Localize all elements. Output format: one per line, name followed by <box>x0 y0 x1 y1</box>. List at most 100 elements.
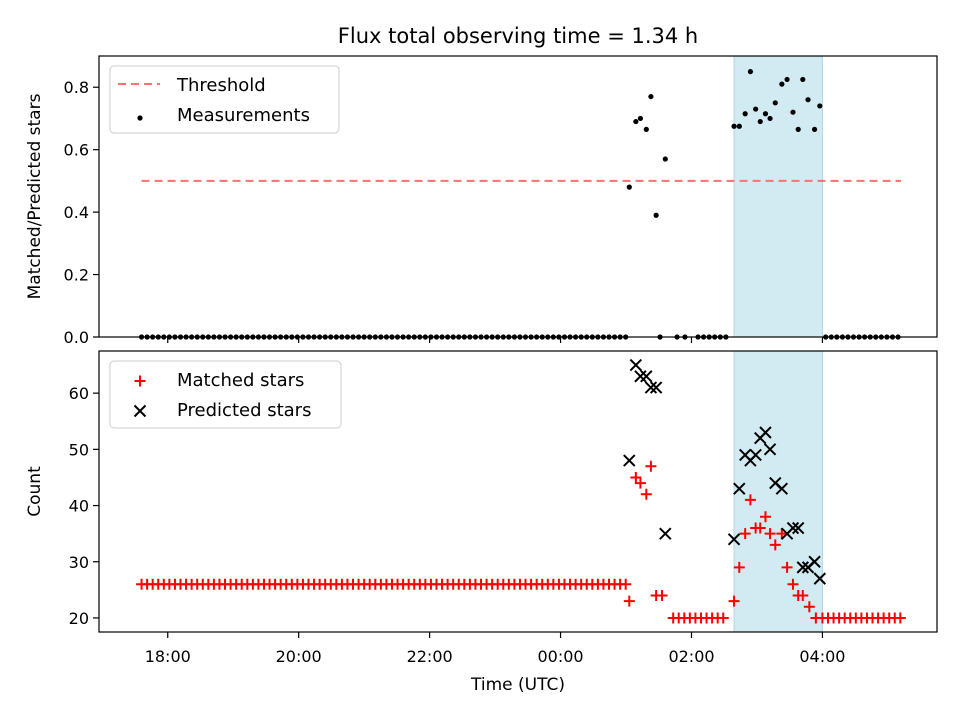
measurement-point <box>795 126 801 132</box>
matched-star-point <box>759 511 771 523</box>
predicted-star-point <box>727 533 741 546</box>
y-tick-label: 20 <box>69 609 89 628</box>
predicted-star-point <box>808 555 821 568</box>
matched-star-point <box>894 612 906 624</box>
observing-window-span <box>733 55 823 338</box>
x-axis-label: Time (UTC) <box>470 675 565 695</box>
x-tick-label: 18:00 <box>145 647 191 666</box>
measurement-point <box>626 184 632 190</box>
legend-predicted-swatch <box>133 404 147 418</box>
predicted-star-point <box>733 482 746 495</box>
measurement-point <box>817 103 823 109</box>
legend: Threshold Measurements <box>109 65 340 134</box>
matched-star-point <box>733 561 745 573</box>
matched-star-point <box>797 589 809 601</box>
matched-star-point <box>803 601 815 613</box>
measurement-point <box>800 76 806 83</box>
measurement-point <box>653 212 659 218</box>
measurement-point <box>648 93 654 100</box>
predicted-star-point <box>759 426 772 439</box>
matched-star-point <box>717 612 729 624</box>
y-tick-label: 0.4 <box>64 203 89 222</box>
measurement-point <box>637 115 644 122</box>
measurement-point <box>643 126 649 132</box>
measurement-point <box>747 69 754 75</box>
ratio-panel: 0.0 0.2 0.4 0.6 0.8 Matched/Predicted stars Th… <box>25 55 938 347</box>
x-tick-label: 20:00 <box>276 647 322 666</box>
measurement-point <box>731 123 737 129</box>
measurement-point <box>757 118 763 125</box>
y-tick-label: 0.8 <box>64 78 89 97</box>
predicted-star-point <box>749 448 762 462</box>
matched-star-point <box>623 595 635 607</box>
predicted-star-point <box>634 370 647 383</box>
plot-frame <box>98 350 938 633</box>
matched-star-point <box>634 477 646 489</box>
y-tick-label: 50 <box>69 440 89 459</box>
y-axis-label: Matched/Predicted stars <box>25 93 45 299</box>
x-tick-label: 02:00 <box>668 647 714 666</box>
matched-star-point <box>728 595 740 607</box>
y-tick-label: 60 <box>69 384 89 403</box>
matched-star-point <box>656 589 668 601</box>
y-tick-label: 0.0 <box>64 328 89 347</box>
y-tick-label: 30 <box>69 553 89 572</box>
predicted-star-point <box>791 521 805 535</box>
legend-measurement-swatch <box>137 115 143 121</box>
matched-star-point <box>754 522 766 534</box>
matched-star-point <box>744 494 756 506</box>
matched-star-point <box>781 561 793 573</box>
predicted-star-point <box>813 572 827 585</box>
matched-star-point <box>620 578 632 590</box>
legend-box <box>109 360 342 429</box>
predicted-star-point <box>623 454 636 467</box>
y-tick-label: 0.6 <box>64 141 89 160</box>
matched-star-point <box>739 528 751 540</box>
legend-label: Measurements <box>177 105 310 126</box>
measurement-point <box>772 100 778 106</box>
measurement-point <box>753 106 759 112</box>
matched-star-point <box>640 488 652 500</box>
x-tick-label: 22:00 <box>407 647 453 666</box>
legend-label: Matched stars <box>177 370 304 391</box>
legend-label: Predicted stars <box>177 400 311 421</box>
matched-star-point <box>764 528 776 540</box>
y-axis-label: Count <box>25 466 45 517</box>
x-tick-label: 04:00 <box>799 647 845 666</box>
count-panel: 20 30 40 50 60 18:00 20:00 22:00 00:00 02:00 04:00… <box>25 350 938 666</box>
predicted-star-point <box>796 561 809 574</box>
matched-star-point <box>776 528 788 540</box>
y-tick-label: 40 <box>69 497 89 516</box>
measurement-point <box>784 76 790 83</box>
predicted-star-point <box>786 521 800 535</box>
measurement-point <box>767 115 773 122</box>
predicted-star-point <box>629 358 643 372</box>
measurement-point <box>762 111 769 117</box>
predicted-star-point <box>659 527 672 540</box>
measurement-point <box>633 118 639 125</box>
matched-star-point <box>769 539 781 551</box>
measurement-point <box>790 109 796 115</box>
plot-frame <box>98 55 938 338</box>
y-tick-label: 0.2 <box>64 266 89 285</box>
predicted-star-point <box>644 381 658 394</box>
legend-box <box>109 65 340 134</box>
matched-star-point <box>630 471 642 483</box>
matched-star-point <box>810 612 822 624</box>
matched-star-point <box>645 460 657 472</box>
predicted-star-point <box>649 381 663 394</box>
legend-label: Threshold <box>176 75 266 96</box>
measurement-point <box>811 126 818 132</box>
predicted-star-point <box>640 370 653 383</box>
matched-star-point <box>787 578 799 590</box>
predicted-star-point <box>775 482 789 495</box>
measurement-point <box>779 81 785 87</box>
measurement-point <box>742 111 748 117</box>
measurement-point <box>736 123 742 129</box>
predicted-star-point <box>763 443 777 456</box>
measurement-point <box>662 156 668 162</box>
measurement-point <box>805 97 811 103</box>
legend-matched-swatch <box>134 375 146 387</box>
legend: Matched stars Predicted stars <box>109 360 342 429</box>
